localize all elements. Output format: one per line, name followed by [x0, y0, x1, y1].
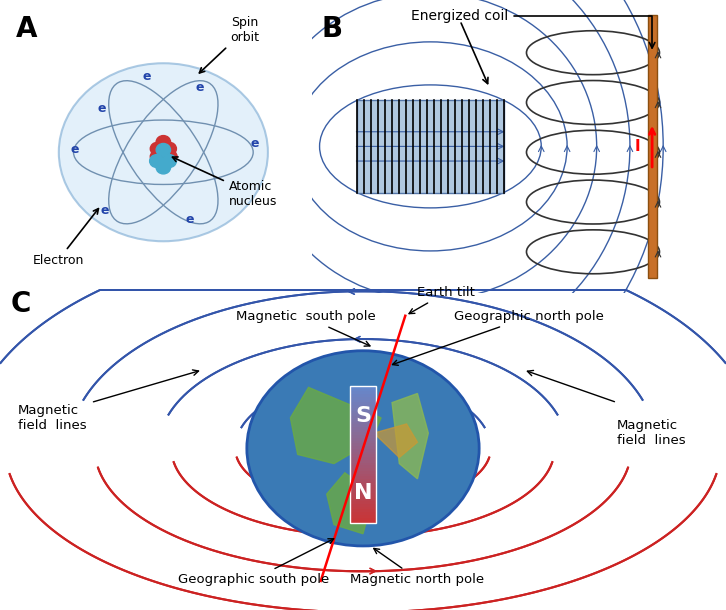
Text: C: C — [11, 290, 31, 318]
Bar — [351, 408, 376, 411]
Text: e: e — [143, 70, 151, 82]
Text: Spin
orbit: Spin orbit — [200, 16, 259, 73]
Polygon shape — [290, 387, 381, 464]
Text: e: e — [71, 143, 79, 156]
Bar — [351, 471, 376, 473]
Bar — [351, 449, 376, 451]
Text: Electron: Electron — [33, 209, 99, 267]
Bar — [351, 451, 376, 454]
Bar — [351, 389, 376, 392]
Text: Earth tilt: Earth tilt — [409, 286, 476, 314]
Bar — [351, 458, 376, 460]
Text: Atomic
nucleus: Atomic nucleus — [173, 157, 277, 208]
Bar — [351, 515, 376, 517]
Bar — [351, 498, 376, 501]
Bar — [351, 447, 376, 449]
Bar — [648, 15, 656, 278]
Bar — [351, 506, 376, 509]
Bar — [351, 427, 376, 430]
Text: Geographic south pole: Geographic south pole — [179, 539, 334, 586]
Bar — [351, 501, 376, 504]
Text: Magnetic  south pole: Magnetic south pole — [236, 310, 375, 346]
Bar — [351, 403, 376, 405]
Bar — [351, 429, 376, 432]
Bar — [351, 460, 376, 463]
Bar — [351, 493, 376, 495]
Bar — [351, 473, 376, 476]
Bar — [351, 479, 376, 482]
Bar — [351, 438, 376, 440]
Bar — [351, 394, 376, 397]
Bar — [351, 411, 376, 414]
Bar — [351, 443, 376, 447]
Text: e: e — [195, 81, 203, 95]
Text: A: A — [17, 15, 38, 43]
Bar — [351, 509, 376, 512]
Bar — [351, 504, 376, 506]
Text: N: N — [354, 483, 372, 503]
Circle shape — [150, 150, 165, 163]
Text: Energized coil: Energized coil — [412, 10, 655, 48]
Circle shape — [247, 351, 479, 546]
Circle shape — [156, 135, 171, 148]
Bar — [356, 99, 505, 193]
Bar — [351, 468, 376, 471]
Text: B: B — [321, 15, 342, 43]
Bar — [351, 416, 376, 418]
Bar — [351, 512, 376, 515]
Bar — [351, 436, 376, 438]
Bar — [351, 484, 376, 487]
Bar — [351, 425, 376, 427]
Circle shape — [156, 143, 171, 156]
Bar — [351, 520, 376, 523]
Bar — [351, 392, 376, 394]
Bar — [351, 396, 376, 400]
Text: Magnetic
field  lines: Magnetic field lines — [18, 404, 87, 432]
Bar — [351, 487, 376, 490]
Text: Geographic north pole: Geographic north pole — [393, 310, 603, 365]
Polygon shape — [374, 424, 417, 458]
Text: e: e — [185, 213, 194, 226]
Text: I: I — [635, 139, 640, 154]
Polygon shape — [392, 393, 428, 479]
Bar — [351, 440, 376, 443]
Text: S: S — [355, 406, 371, 426]
Bar — [351, 418, 376, 422]
Bar — [351, 422, 376, 425]
Circle shape — [150, 142, 165, 155]
Bar — [351, 400, 376, 403]
Bar — [351, 454, 376, 458]
Bar — [351, 517, 376, 520]
Bar — [351, 495, 376, 498]
Bar — [351, 386, 376, 389]
Bar — [351, 414, 376, 416]
Text: e: e — [97, 102, 105, 115]
Polygon shape — [327, 473, 374, 534]
Bar — [351, 386, 376, 523]
Bar — [351, 482, 376, 484]
Text: e: e — [250, 137, 259, 150]
Circle shape — [162, 154, 176, 168]
Circle shape — [150, 154, 164, 168]
Bar — [351, 490, 376, 493]
Circle shape — [156, 161, 171, 174]
Bar — [351, 405, 376, 408]
Circle shape — [162, 142, 176, 155]
Text: e: e — [100, 204, 109, 217]
Bar — [351, 432, 376, 436]
Bar — [351, 465, 376, 468]
Bar — [351, 476, 376, 479]
Bar — [351, 463, 376, 465]
Circle shape — [163, 150, 177, 163]
Text: Magnetic
field  lines: Magnetic field lines — [617, 419, 686, 447]
Text: Magnetic north pole: Magnetic north pole — [351, 548, 484, 586]
Ellipse shape — [59, 63, 268, 242]
